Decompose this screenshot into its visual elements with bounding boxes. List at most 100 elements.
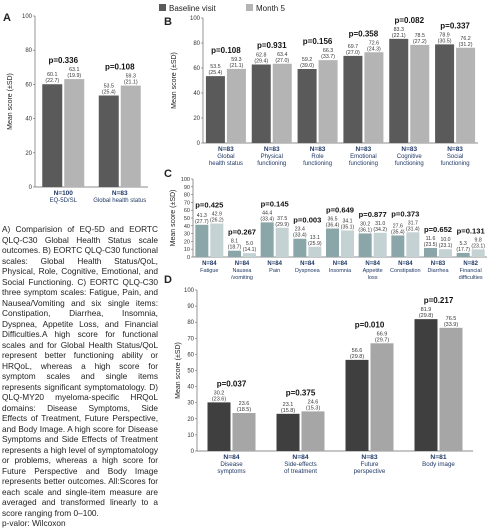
legend: Baseline visit Month 5 [159,4,285,13]
panel-b-category-label-line2: functioning [349,161,378,167]
figure-caption: A) Comparision of EQ-5D and EORTC QLQ-C3… [2,224,158,529]
panel-d-p-value: p=0.010 [355,320,385,329]
panel-b-category-label-line2: functioning [257,161,286,167]
panel-c-category-label-line2: /vomiting [231,275,253,281]
panel-a-y-tick-label: 60 [25,82,32,88]
panel-a-category-label: Global health status [93,198,146,204]
panel-d-value-label: 23.1 [283,402,294,408]
panel-a-bar-month5 [64,79,85,187]
panel-b-value-label: 72.6 [369,40,379,46]
panel-d-sd-label: (15.8) [281,408,296,414]
panel-a-p-value: p=0.108 [105,63,135,72]
panel-c-value-label: 5.3 [460,241,467,247]
panel-d-sd-label: (15.3) [306,405,321,411]
panel-a-value-label: 59.3 [126,74,136,80]
panel-b-y-tick-label: 0 [197,141,201,147]
panel-b-bar-month5 [410,44,430,143]
panel-c-y-tick-label: 40 [184,224,190,230]
panel-b-bar-baseline [343,55,363,143]
panel-b-y-tick-label: 20 [193,116,200,122]
panel-d-y-tick-label: 10 [187,433,194,439]
panel-letter-c: C [164,168,172,180]
panel-c-category-label-line2: loss [368,275,378,281]
panel-d-value-label: 24.6 [308,399,319,405]
panel-d-y-tick-label: 60 [187,352,194,358]
panel-a-y-tick-label: 100 [22,14,33,20]
panel-b-p-value: p=0.931 [257,41,287,50]
panel-b-y-tick-label: 80 [193,41,200,47]
panel-c-category-label: Nausea [233,268,253,274]
panel-c-p-value: p=0.373 [391,209,419,218]
panel-b-y-tick-label: 100 [190,16,201,22]
panel-b-category-label: Physical [261,154,283,160]
panel-c-value-label: 30.2 [360,221,370,227]
panel-b-sd-label: (33.7) [321,54,335,60]
panel-b-value-label: 69.7 [348,44,358,50]
panel-d-sd-label: (18.5) [237,407,252,413]
panel-d-y-tick-label: 80 [187,320,194,326]
panel-c-p-value: p=0.649 [326,206,354,215]
panel-b-category-label: Global [217,154,234,160]
panel-b-category-label-line2: functioning [395,161,424,167]
panel-b-value-label: 63.4 [277,52,287,58]
panel-b-value-label: 53.5 [210,64,220,70]
panel-d-value-label: 23.6 [239,401,250,407]
panel-c-sd-label: (23.1) [439,243,453,249]
panel-c-y-tick-label: 50 [184,216,190,222]
panel-c-bar-month5 [275,227,289,257]
panel-b-category-label: Cognitive [397,154,423,160]
panel-c-sd-label: (36.1) [358,227,372,233]
panel-c-value-label: 9.8 [475,237,482,243]
panel-a-sd-label: (25.4) [102,90,116,96]
panel-d-bar-baseline [207,402,231,451]
panel-c-n-label: N=84 [398,261,413,267]
panel-d-sd-label: (29.8) [350,354,365,360]
panel-c-category-label: Pain [269,268,280,274]
panel-a-value-label: 63.1 [69,67,79,73]
panel-c-sd-label: (36.4) [326,223,340,229]
panel-c-category-label: Insomnia [329,268,352,274]
panel-c-y-tick-label: 30 [184,232,190,238]
panel-d-category-label: Body image [422,461,455,468]
panel-c-y-tick-label: 60 [184,208,190,214]
panel-b-value-label: 59.3 [231,57,241,63]
panel-d-category-label-line2: perspective [354,468,386,475]
panel-b-value-label: 78.9 [439,32,449,38]
panel-c-n-label: N=84 [333,261,348,267]
panel-d-n-label: N=84 [292,454,308,461]
panel-c-n-label: N=84 [300,261,315,267]
panel-c-sd-label: (17.7) [456,247,470,253]
panel-c-y-tick-label: 0 [187,255,190,261]
panel-d-p-value: p=0.217 [424,296,454,305]
panel-a-sd-label: (19.9) [67,73,81,79]
caption-text: A) Comparision of EQ-5D and EORTC QLQ-C3… [2,224,158,528]
panel-b-n-label: N=83 [218,146,234,153]
panel-b-value-label: 83.3 [394,27,404,33]
panel-d-n-label: N=84 [223,454,239,461]
panel-a-y-tick-label: 0 [29,185,33,191]
panel-c-value-label: 31.0 [375,221,385,227]
panel-c-bar-baseline [456,252,470,257]
panel-d-y-tick-label: 40 [187,385,194,391]
panel-b-sd-label: (30.5) [438,38,452,44]
panel-c-value-label: 23.4 [295,227,305,233]
panel-a-chart: 0 20 40 60 80 100 Mean score (±SD) 60.1(22.7) 63… [7,14,148,204]
panel-a-n-label: N=83 [112,190,128,197]
panel-c-value-label: 36.5 [327,217,337,223]
legend-baseline-swatch [159,4,166,11]
panel-d-value-label: 81.9 [421,307,432,313]
panel-b-p-value: p=0.358 [349,29,379,38]
panel-a-sd-label: (22.7) [45,78,59,84]
panel-d-sd-label: (29.8) [419,313,434,319]
panel-b-n-label: N=83 [264,146,280,153]
panel-d-chart: 0 10 20 30 40 50 60 70 80 90 100 Mean score (±SD) 30… [175,288,473,475]
panel-c-p-value: p=0.877 [359,210,387,219]
panel-d-sd-label: (33.9) [444,322,459,328]
legend-baseline-label: Baseline visit [169,4,216,13]
panel-d-category-label: Side-effects [284,461,317,468]
panel-c-n-label: N=84 [365,261,380,267]
panel-b-y-tick-label: 60 [193,66,200,72]
panel-b-n-label: N=83 [447,146,463,153]
panel-d-y-tick-label: 50 [187,369,194,375]
panel-c-value-label: 37.5 [277,216,287,222]
